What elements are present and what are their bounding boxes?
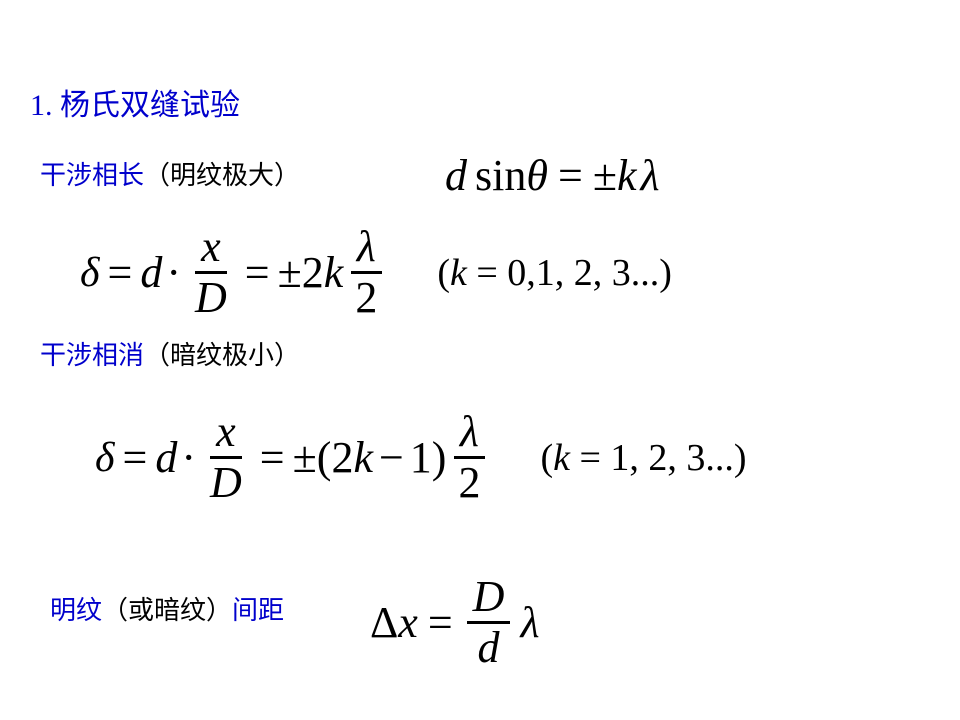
op-minus: − [373,432,410,483]
equation-dark: δ = d · x D = ± ( 2 k − 1 ) λ 2 (k = 1, … [95,410,747,505]
var-lambda: λ [454,410,485,459]
frac-xD: x D [189,225,233,320]
section1-a: 干涉相长 [40,161,144,190]
paren-r: ) [432,432,447,483]
op-dot: · [177,432,200,483]
var-d: d [155,432,177,483]
var-lambda: λ [637,150,660,201]
op-eq-2: = [237,247,278,298]
op-eq-1: = [100,247,141,298]
var-k2: k [553,437,570,479]
page-title: 1. 杨氏双缝试验 [30,80,240,124]
num-1: 1 [410,432,432,483]
op-eq-2: = [252,432,293,483]
section3-b: （或暗纹） [102,596,232,625]
section3-a: 明纹 [50,596,102,625]
paren-l: ( [540,437,553,479]
op-sin: sin [467,150,526,201]
op-eq-1: = [115,432,156,483]
frac-xD: x D [204,410,248,505]
op-dot: · [162,247,185,298]
var-D: D [204,459,248,505]
op-eq: = [548,150,593,201]
var-d: d [472,624,506,670]
var-delta: δ [80,249,100,297]
k-range-bright: (k = 0,1, 2, 3...) [387,251,672,295]
var-D: D [189,274,233,320]
num-2: 2 [331,432,353,483]
var-lambda: λ [514,597,539,648]
title-text: 杨氏双缝试验 [60,89,240,122]
section2-a: 干涉相消 [40,341,144,370]
k-rest: = 1, 2, 3...) [570,437,747,479]
var-x: x [398,597,418,648]
var-x: x [210,410,242,459]
var-k: k [353,432,373,483]
num-2-den: 2 [452,459,486,505]
num-2-den: 2 [349,274,383,320]
op-eq: = [418,597,463,648]
section2-b: （暗纹极小） [144,341,300,370]
op-pm: ± [278,247,302,298]
var-theta: θ [526,150,548,201]
op-pm: ± [293,432,317,483]
num-2: 2 [302,247,324,298]
var-d: d [445,150,467,201]
equation-bright: δ = d · x D = ± 2 k λ 2 (k = 0,1, 2, 3..… [80,225,672,320]
frac-lambda2: λ 2 [349,225,383,320]
op-pm: ± [593,150,617,201]
equation-spacing: Δ x = D d λ [370,575,540,670]
k-rest: = 0,1, 2, 3...) [467,252,672,294]
frac-lambda2: λ 2 [452,410,486,505]
paren-l: ( [437,252,450,294]
paren-l: ( [317,432,332,483]
section1-label: 干涉相长（明纹极大） [40,155,300,192]
var-x: x [195,225,227,274]
var-k: k [617,150,637,201]
section1-b: （明纹极大） [144,161,300,190]
var-D: D [467,575,511,624]
title-number: 1. [30,89,60,122]
sym-Delta: Δ [370,597,398,648]
var-k2: k [450,252,467,294]
var-delta: δ [95,434,115,482]
equation-condition-top: d sin θ = ± k λ [445,150,660,201]
section2-label: 干涉相消（暗纹极小） [40,335,300,372]
section3-c: 间距 [232,596,284,625]
var-d: d [140,247,162,298]
frac-Dd: D d [467,575,511,670]
section3-label: 明纹（或暗纹）间距 [50,590,284,627]
var-lambda: λ [351,225,382,274]
var-k: k [324,247,344,298]
k-range-dark: (k = 1, 2, 3...) [490,436,746,480]
